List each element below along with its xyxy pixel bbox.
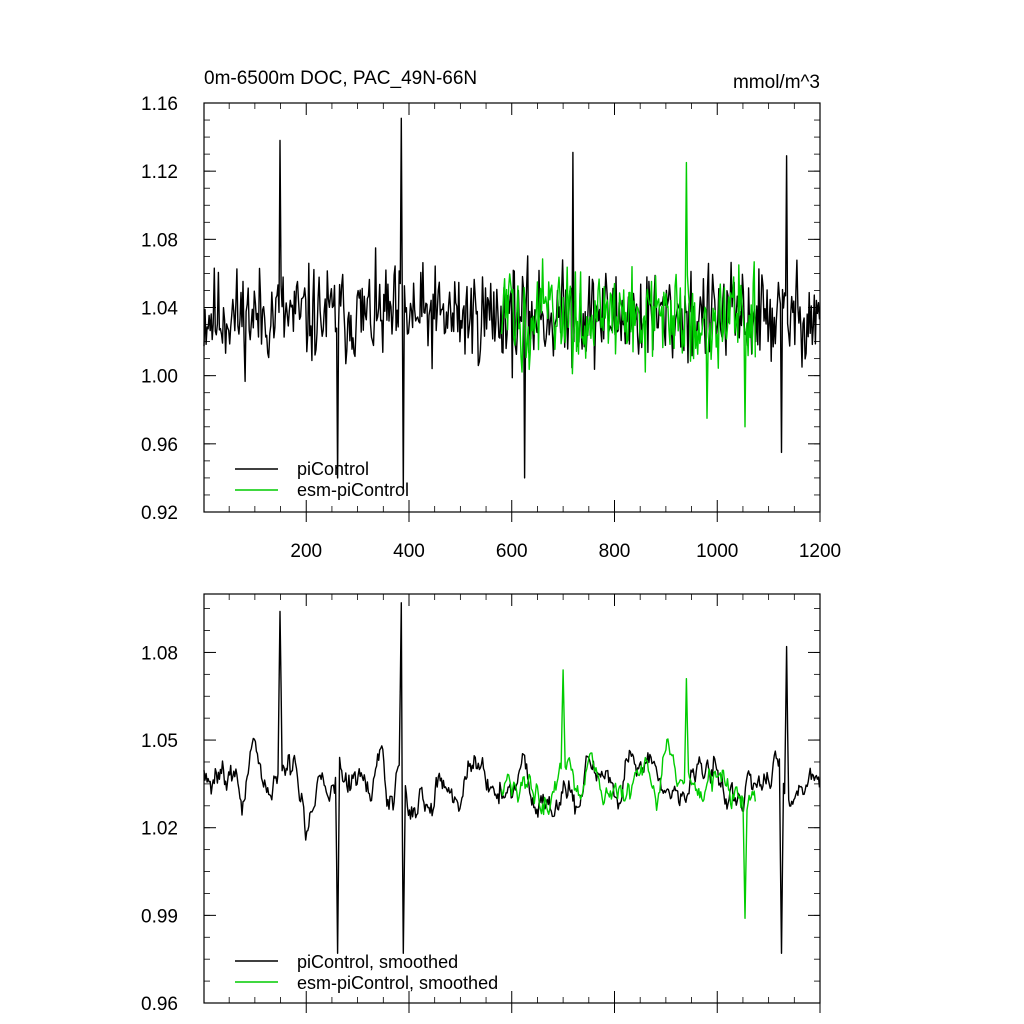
series-line-esm-picontrol	[500, 161, 756, 428]
x-tick-label: 1200	[799, 541, 841, 562]
legend-label-esm-picontrol-smoothed: esm-piControl, smoothed	[297, 973, 498, 993]
y-tick-label: 0.96	[141, 994, 178, 1015]
plot-frame	[203, 102, 821, 513]
x-tick-label: 600	[496, 541, 528, 562]
legend: piControl, smoothed esm-piControl, smoot…	[235, 952, 498, 993]
units-label: mmol/m^3	[733, 72, 820, 93]
x-tick-label: 800	[599, 541, 631, 562]
panel-top: 0m-6500m DOC, PAC_49N-66N mmol/m^3 0.920…	[141, 68, 841, 562]
y-tick-label: 1.12	[141, 162, 178, 183]
axis-layer-bottom: 0.96 0.99 1.02 1.05 1.08	[141, 594, 821, 1015]
panel-title: 0m-6500m DOC, PAC_49N-66N	[204, 68, 477, 89]
plot-frame	[203, 593, 821, 1004]
x-tick-label: 1000	[696, 541, 738, 562]
y-tick-label: 1.05	[141, 731, 178, 752]
legend-label-esm-picontrol: esm-piControl	[297, 480, 409, 500]
y-tick-label: 1.08	[141, 230, 178, 251]
series-line-picontrol-smoothed	[203, 602, 821, 954]
y-tick-label: 1.08	[141, 643, 178, 664]
x-tick-label: 200	[290, 541, 322, 562]
series-layer-bottom	[203, 602, 821, 954]
series-line-esm-picontrol-smoothed	[500, 669, 756, 919]
axis-layer-top: 0.92 0.96 1.00 1.04 1.08 1.12 1.16 200 400 600 800…	[141, 94, 841, 562]
y-tick-label: 0.92	[141, 503, 178, 524]
legend-label-picontrol: piControl	[297, 459, 369, 479]
x-tick-label: 400	[393, 541, 425, 562]
y-tick-label: 0.99	[141, 906, 178, 927]
legend: piControl esm-piControl	[235, 459, 409, 500]
y-tick-label: 1.02	[141, 819, 178, 840]
panel-bottom: 0.96 0.99 1.02 1.05 1.08 piControl, smoothed…	[141, 593, 821, 1015]
y-tick-label: 0.96	[141, 435, 178, 456]
y-tick-label: 1.16	[141, 94, 178, 115]
legend-label-picontrol-smoothed: piControl, smoothed	[297, 952, 458, 972]
series-line-picontrol	[203, 117, 821, 489]
y-tick-label: 1.00	[141, 367, 178, 388]
y-tick-label: 1.04	[141, 299, 178, 320]
series-layer-top	[203, 117, 821, 489]
